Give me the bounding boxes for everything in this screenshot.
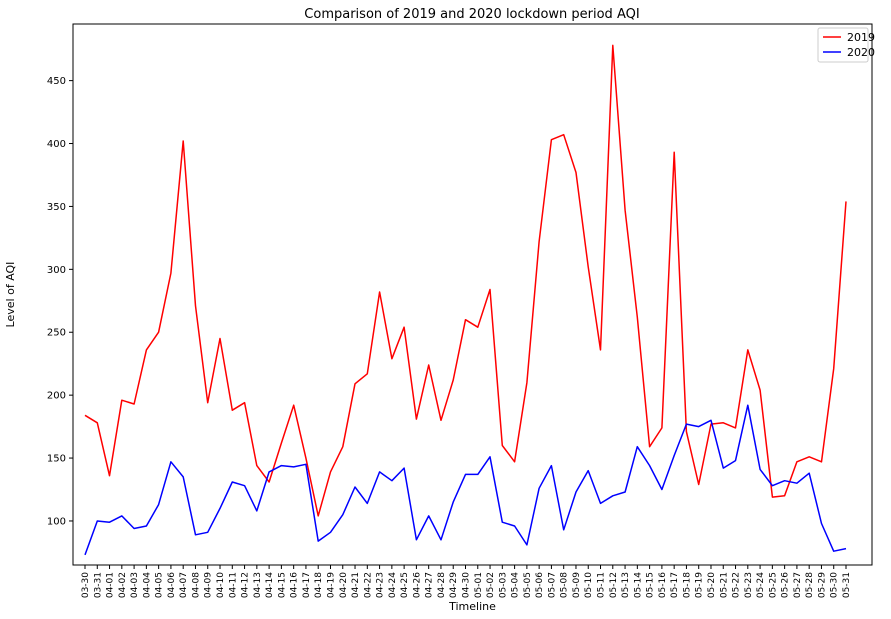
x-tick-label: 04-14 [265, 572, 275, 598]
x-tick-label: 04-11 [228, 572, 238, 598]
x-tick-label: 04-21 [351, 572, 361, 598]
x-tick-label: 05-27 [793, 572, 803, 598]
x-tick-label: 05-24 [756, 572, 766, 598]
x-tick-label: 04-03 [130, 572, 140, 598]
plot-frame [72, 23, 873, 566]
x-axis-ticks: 03-30 03-31 04-01 04-02 04-03 04-04 04-05 04-06… [81, 565, 852, 598]
x-tick-label: 05-04 [511, 572, 521, 598]
x-tick-label: 04-15 [277, 572, 287, 598]
legend: 2019 2020 [817, 27, 875, 63]
x-axis-label: Timeline [448, 600, 496, 613]
x-tick-label: 04-18 [314, 572, 324, 598]
y-tick-label: 200 [47, 391, 66, 402]
series-lines [84, 44, 847, 556]
x-tick-label: 04-16 [290, 572, 300, 598]
x-tick-label: 05-12 [609, 572, 619, 598]
legend-label-2019: 2019 [847, 31, 875, 44]
chart-title: Comparison of 2019 and 2020 lockdown per… [304, 7, 639, 22]
x-tick-label: 04-27 [425, 572, 435, 598]
legend-label-2020: 2020 [847, 46, 875, 59]
x-tick-label: 05-30 [830, 572, 840, 598]
y-tick-label: 350 [47, 202, 66, 213]
x-tick-label: 04-20 [339, 572, 349, 598]
x-tick-label: 05-09 [572, 572, 582, 598]
y-axis-label: Level of AQI [4, 262, 17, 328]
x-tick-label: 04-26 [412, 572, 422, 598]
x-tick-label: 05-20 [707, 572, 717, 598]
x-tick-label: 04-30 [462, 572, 472, 598]
y-tick-label: 100 [47, 516, 66, 527]
x-tick-label: 04-29 [449, 572, 459, 598]
x-tick-label: 04-25 [400, 572, 410, 598]
x-tick-label: 05-01 [474, 572, 484, 598]
y-tick-label: 450 [47, 76, 66, 87]
x-tick-label: 05-11 [597, 572, 607, 598]
x-tick-label: 05-08 [560, 572, 570, 598]
x-tick-label: 04-13 [253, 572, 263, 598]
x-tick-label: 04-09 [204, 572, 214, 598]
x-tick-label: 03-31 [93, 572, 103, 598]
x-tick-label: 05-25 [768, 572, 778, 598]
x-tick-label: 04-08 [191, 572, 201, 598]
x-tick-label: 03-30 [81, 572, 91, 598]
y-tick-label: 400 [47, 139, 66, 150]
x-tick-label: 05-05 [523, 572, 533, 598]
x-tick-label: 04-12 [241, 572, 251, 598]
x-tick-label: 05-03 [498, 572, 508, 598]
x-tick-label: 05-22 [732, 572, 742, 598]
x-tick-label: 04-23 [376, 572, 386, 598]
series-line-2020 [84, 404, 847, 556]
x-tick-label: 05-14 [633, 572, 643, 598]
x-tick-label: 05-31 [842, 572, 852, 598]
x-tick-label: 04-19 [326, 572, 336, 598]
x-tick-label: 04-05 [155, 572, 165, 598]
x-tick-label: 04-06 [167, 572, 177, 598]
x-tick-label: 05-15 [646, 572, 656, 598]
series-line-2019 [84, 44, 847, 517]
x-tick-label: 04-10 [216, 572, 226, 598]
x-tick-label: 04-28 [437, 572, 447, 598]
x-tick-label: 05-23 [744, 572, 754, 598]
x-tick-label: 05-21 [719, 572, 729, 598]
x-tick-label: 05-13 [621, 572, 631, 598]
x-tick-label: 05-07 [547, 572, 557, 598]
x-tick-label: 04-22 [363, 572, 373, 598]
x-tick-label: 05-29 [817, 572, 827, 598]
x-tick-label: 04-02 [118, 572, 128, 598]
x-tick-label: 05-18 [682, 572, 692, 598]
x-tick-label: 05-16 [658, 572, 668, 598]
y-tick-label: 250 [47, 328, 66, 339]
x-tick-label: 05-17 [670, 572, 680, 598]
x-tick-label: 04-17 [302, 572, 312, 598]
x-tick-label: 04-07 [179, 572, 189, 598]
x-tick-label: 04-01 [106, 572, 116, 598]
x-tick-label: 04-24 [388, 572, 398, 598]
x-tick-label: 05-19 [695, 572, 705, 598]
x-tick-label: 05-02 [486, 572, 496, 598]
x-tick-label: 05-28 [805, 572, 815, 598]
x-tick-label: 05-26 [781, 572, 791, 598]
x-tick-label: 05-06 [535, 572, 545, 598]
x-tick-label: 04-04 [142, 572, 152, 598]
y-axis-ticks: 100 150 200 250 300 350 400 450 [47, 76, 73, 527]
x-tick-label: 05-10 [584, 572, 594, 598]
y-tick-label: 300 [47, 265, 66, 276]
y-tick-label: 150 [47, 454, 66, 465]
